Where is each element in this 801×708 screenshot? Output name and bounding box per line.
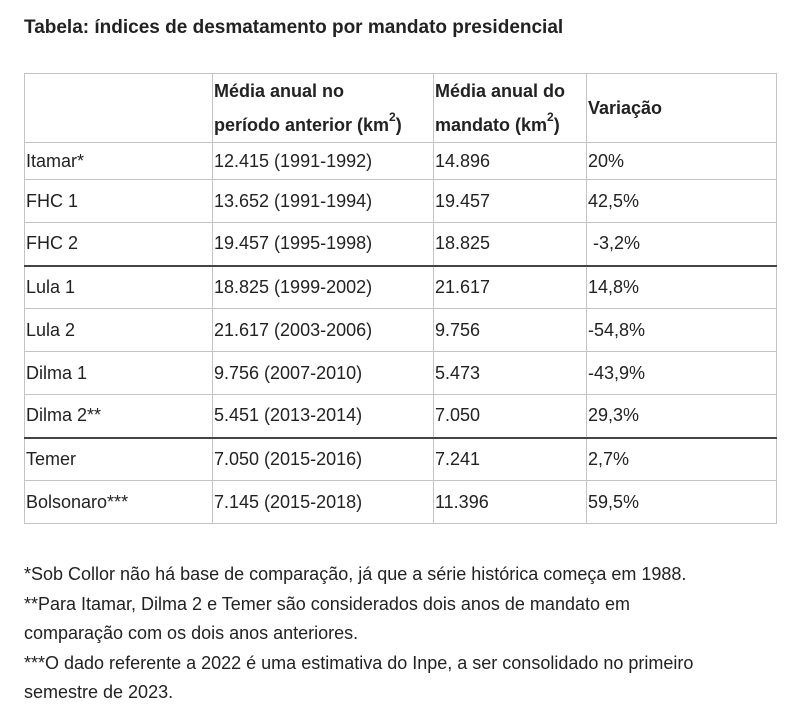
table-row: Dilma 1 9.756 (2007-2010) 5.473 -43,9%: [24, 351, 777, 395]
header-previous-period-average: Média anual no período anterior (km2): [212, 73, 434, 143]
cell-mandate-average: 7.050: [433, 394, 587, 438]
footnote-inpe-line2: semestre de 2023.: [24, 682, 174, 702]
footnotes: *Sob Collor não há base de comparação, j…: [24, 560, 784, 708]
table-row: FHC 1 13.652 (1991-1994) 19.457 42,5%: [24, 179, 777, 223]
cell-mandate: FHC 2: [24, 222, 213, 266]
cell-mandate-average: 7.241: [433, 436, 587, 481]
table-row: Dilma 2** 5.451 (2013-2014) 7.050 29,3%: [24, 394, 777, 438]
cell-mandate: Dilma 1: [24, 351, 213, 395]
header-mandate-average: Média anual do mandato (km2): [433, 73, 587, 143]
cell-variation: -54,8%: [586, 308, 777, 352]
footnote-collor: *Sob Collor não há base de comparação, j…: [24, 564, 687, 584]
cell-mandate: Temer: [24, 436, 213, 481]
cell-mandate-average: 14.896: [433, 142, 587, 180]
cell-variation: 59,5%: [586, 480, 777, 524]
cell-mandate-average: 18.825: [433, 222, 587, 266]
cell-mandate: Itamar*: [24, 142, 213, 180]
cell-mandate-average: 5.473: [433, 351, 587, 395]
cell-mandate: Lula 2: [24, 308, 213, 352]
cell-previous-average: 9.756 (2007-2010): [212, 351, 434, 395]
cell-mandate-average: 19.457: [433, 179, 587, 223]
cell-previous-average: 7.050 (2015-2016): [212, 436, 434, 481]
footnote-two-years-line1: **Para Itamar, Dilma 2 e Temer são consi…: [24, 593, 630, 614]
cell-mandate: Dilma 2**: [24, 394, 213, 438]
cell-mandate-average: 21.617: [433, 264, 587, 309]
table-row: FHC 2 19.457 (1995-1998) 18.825 -3,2%: [24, 222, 777, 266]
table-row: Lula 2 21.617 (2003-2006) 9.756 -54,8%: [24, 308, 777, 352]
header-mandate-line1: Média anual do: [435, 81, 566, 101]
cell-mandate-average: 9.756: [433, 308, 587, 352]
cell-previous-average: 13.652 (1991-1994): [212, 179, 434, 223]
cell-variation: 2,7%: [586, 436, 777, 481]
cell-mandate: Lula 1: [24, 264, 213, 309]
cell-variation: 14,8%: [586, 264, 777, 309]
header-variation: Variação: [586, 73, 777, 143]
table-row: Bolsonaro*** 7.145 (2015-2018) 11.396 59…: [24, 480, 777, 524]
cell-variation: -43,9%: [586, 351, 777, 395]
table-row: Itamar* 12.415 (1991-1992) 14.896 20%: [24, 142, 777, 180]
cell-previous-average: 12.415 (1991-1992): [212, 142, 434, 180]
table-row: Lula 1 18.825 (1999-2002) 21.617 14,8%: [24, 264, 777, 309]
header-previous-line1: Média anual no: [214, 81, 345, 101]
header-mandate-line2: mandato (km: [435, 115, 548, 135]
cell-variation: -3,2%: [586, 222, 777, 266]
cell-previous-average: 21.617 (2003-2006): [212, 308, 434, 352]
cell-mandate-average: 11.396: [433, 480, 587, 524]
cell-mandate: FHC 1: [24, 179, 213, 223]
header-mandate-superscript: 2: [547, 110, 554, 124]
table-row: Temer 7.050 (2015-2016) 7.241 2,7%: [24, 436, 777, 481]
cell-previous-average: 5.451 (2013-2014): [212, 394, 434, 438]
cell-previous-average: 19.457 (1995-1998): [212, 222, 434, 266]
cell-previous-average: 7.145 (2015-2018): [212, 480, 434, 524]
cell-mandate: Bolsonaro***: [24, 480, 213, 524]
header-previous-superscript: 2: [389, 110, 396, 124]
header-previous-line2: período anterior (km: [214, 115, 390, 135]
header-blank: [24, 73, 213, 143]
footnote-inpe-line1: ***O dado referente a 2022 é uma estimat…: [24, 652, 694, 673]
table-title: Tabela: índices de desmatamento por mand…: [24, 17, 564, 38]
table-header-row: Média anual no período anterior (km2) Mé…: [24, 73, 777, 143]
footnote-two-years-line2: comparação com os dois anos anteriores.: [24, 623, 359, 643]
cell-variation: 20%: [586, 142, 777, 180]
cell-variation: 42,5%: [586, 179, 777, 223]
header-mandate-close: ): [553, 115, 560, 135]
cell-previous-average: 18.825 (1999-2002): [212, 264, 434, 309]
header-previous-close: ): [395, 115, 402, 135]
cell-variation: 29,3%: [586, 394, 777, 438]
deforestation-table: Média anual no período anterior (km2) Mé…: [24, 73, 777, 524]
